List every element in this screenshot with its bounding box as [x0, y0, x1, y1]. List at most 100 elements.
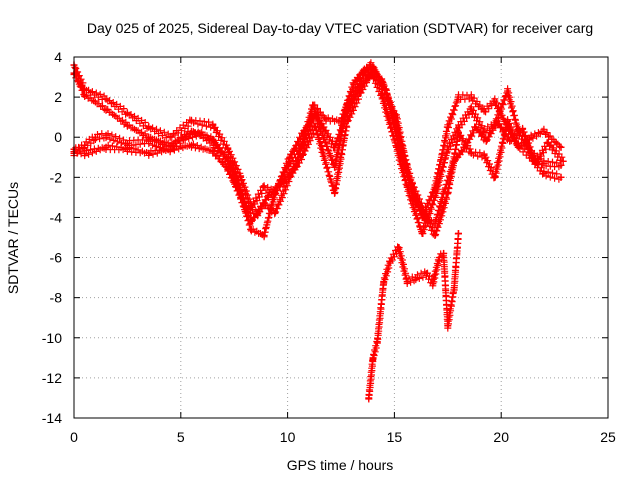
data-point [480, 127, 488, 135]
data-point [454, 229, 462, 237]
data-point [440, 189, 448, 197]
series-trace [365, 230, 462, 403]
data-point [504, 87, 512, 95]
x-tick-label: 5 [177, 429, 185, 445]
data-point [504, 117, 512, 125]
data-point [480, 151, 488, 159]
data-point [286, 153, 294, 161]
data-point [467, 93, 475, 101]
data-point [350, 79, 358, 87]
x-tick-label: 15 [387, 429, 403, 445]
data-point [81, 141, 89, 149]
data-point [91, 133, 99, 141]
data-point [337, 117, 345, 125]
data-point [292, 161, 300, 169]
data-point [559, 157, 567, 165]
data-point [279, 177, 287, 185]
data-point [450, 157, 458, 165]
data-point [491, 97, 499, 105]
data-point [444, 322, 452, 330]
data-point [166, 133, 174, 141]
data-point [243, 205, 251, 213]
data-point [369, 354, 377, 362]
data-point [467, 149, 475, 157]
data-point [450, 284, 458, 292]
y-tick-label: -12 [42, 370, 62, 386]
data-point [260, 183, 268, 191]
data-point [531, 159, 539, 167]
data-point [397, 149, 405, 157]
x-axis-label: GPS time / hours [287, 457, 394, 473]
data-point [557, 161, 565, 169]
data-point [196, 129, 204, 137]
data-point [373, 338, 381, 346]
data-point [540, 159, 548, 167]
data-point [365, 394, 373, 402]
data-point [209, 121, 217, 129]
y-tick-label: -10 [42, 330, 62, 346]
data-point [403, 278, 411, 286]
data-point [422, 270, 430, 278]
chart-title: Day 025 of 2025, Sidereal Day-to-day VTE… [87, 20, 593, 36]
data-point [386, 258, 394, 266]
y-tick-label: -4 [50, 209, 63, 225]
data-point [369, 63, 377, 71]
data-point [382, 85, 390, 93]
data-point [461, 143, 469, 151]
data-point [540, 169, 548, 177]
data-series [70, 59, 567, 403]
data-point [331, 163, 339, 171]
data-point [472, 123, 480, 131]
y-tick-label: 0 [54, 129, 62, 145]
data-point [514, 141, 522, 149]
data-point [264, 191, 272, 199]
data-point [395, 244, 403, 252]
data-point [311, 123, 319, 131]
data-point [444, 123, 452, 131]
data-point [444, 145, 452, 153]
data-point [123, 139, 131, 147]
data-point [435, 254, 443, 262]
data-point [519, 125, 527, 133]
data-point [181, 133, 189, 141]
data-point [360, 65, 368, 73]
data-point [467, 105, 475, 113]
data-point [145, 137, 153, 145]
data-point [544, 139, 552, 147]
data-point [480, 107, 488, 115]
data-point [412, 274, 420, 282]
data-point [331, 189, 339, 197]
x-tick-label: 0 [70, 429, 78, 445]
data-point [211, 141, 219, 149]
x-tick-label: 10 [280, 429, 296, 445]
data-point [254, 209, 262, 217]
y-tick-label: -2 [50, 169, 63, 185]
data-point [482, 137, 490, 145]
data-point [527, 133, 535, 141]
data-point [81, 91, 89, 99]
data-point [145, 123, 153, 131]
data-point [260, 231, 268, 239]
data-point [123, 109, 131, 117]
y-tick-label: -6 [50, 250, 63, 266]
data-point [431, 193, 439, 201]
data-point [493, 117, 501, 125]
data-point [557, 143, 565, 151]
data-point [410, 193, 418, 201]
data-point [309, 101, 317, 109]
plot-frame [73, 56, 609, 419]
y-tick-label: 4 [54, 49, 62, 65]
data-point [145, 149, 153, 157]
data-point [331, 143, 339, 151]
data-point [102, 143, 110, 151]
data-point [356, 83, 364, 91]
data-point [429, 280, 437, 288]
data-point [557, 173, 565, 181]
data-point [431, 219, 439, 227]
series-track-5 [365, 229, 462, 403]
data-point [322, 115, 330, 123]
y-axis-label: SDTVAR / TECUs [5, 182, 21, 294]
data-point [491, 173, 499, 181]
